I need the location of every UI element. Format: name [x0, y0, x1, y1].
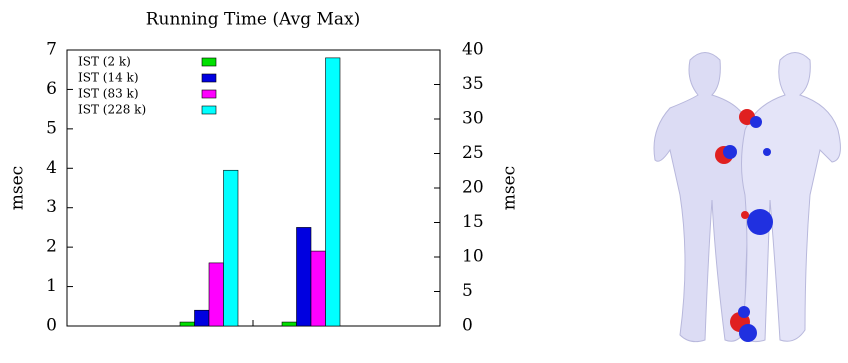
y2-tick-label: 40	[462, 40, 484, 60]
blob	[739, 324, 757, 342]
bar	[281, 321, 297, 327]
legend-swatch	[201, 57, 217, 67]
y2-tick-label: 5	[462, 281, 473, 301]
y-tick-label: 3	[46, 197, 57, 217]
y2-tick-label: 25	[462, 143, 484, 163]
legend-swatch	[201, 105, 217, 115]
y2-axis-label: msec	[500, 166, 520, 210]
blob	[763, 148, 771, 156]
legend-swatch	[201, 73, 217, 83]
y-tick-label: 2	[46, 237, 57, 257]
y-tick-label: 0	[46, 316, 57, 336]
bar	[223, 169, 239, 327]
blob	[741, 211, 749, 219]
bar	[325, 57, 341, 327]
y-axis-label: msec	[8, 166, 28, 210]
blob	[738, 306, 750, 318]
bar	[296, 227, 312, 327]
y2-tick-label: 15	[462, 212, 484, 232]
y-tick-label: 6	[46, 79, 57, 99]
y2-tick-label: 30	[462, 109, 484, 129]
legend-swatch	[201, 89, 217, 99]
blob	[750, 116, 762, 128]
figure-shape	[741, 52, 841, 343]
legend-label: IST (14 k)	[78, 71, 139, 85]
y2-tick-label: 0	[462, 316, 473, 336]
bar	[208, 262, 224, 327]
y-tick-label: 7	[46, 40, 57, 60]
y-tick-label: 5	[46, 118, 57, 138]
y-tick-label: 1	[46, 276, 57, 296]
blob	[723, 145, 737, 159]
y-tick-label: 4	[46, 158, 57, 178]
blob	[747, 209, 773, 235]
legend-label: IST (2 k)	[78, 55, 131, 69]
mesh-illustration	[653, 52, 841, 343]
chart-title: Running Time (Avg Max)	[146, 10, 361, 30]
y2-tick-label: 10	[462, 247, 484, 267]
bar	[310, 250, 326, 327]
y2-tick-label: 35	[462, 74, 484, 94]
legend-label: IST (228 k)	[78, 103, 146, 117]
bar	[194, 309, 210, 327]
y2-tick-label: 20	[462, 178, 484, 198]
figure-shape	[653, 52, 753, 343]
bar	[179, 321, 195, 327]
legend-label: IST (83 k)	[78, 87, 139, 101]
